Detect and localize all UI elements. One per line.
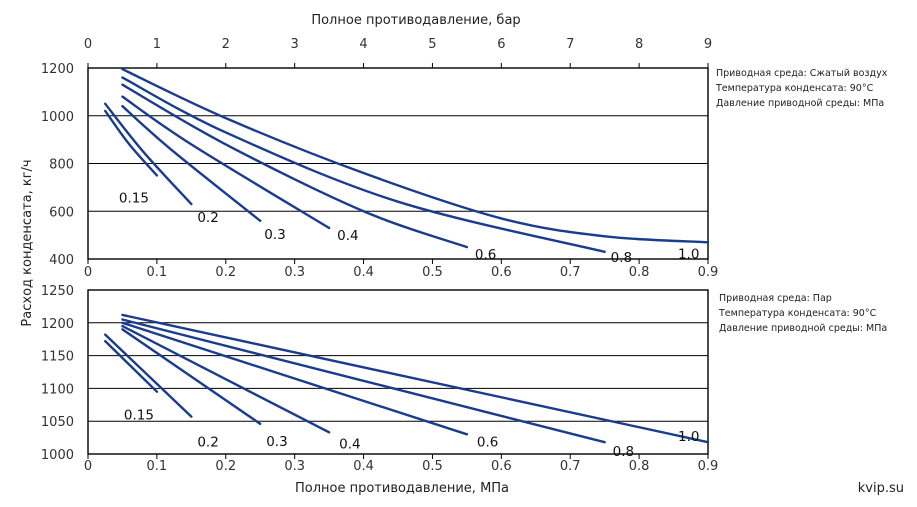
y-tick-label: 1200	[41, 317, 74, 332]
series-label-0.8: 0.8	[611, 250, 632, 266]
series-label-0.4: 0.4	[339, 436, 360, 452]
x-tick-label: 0.4	[353, 265, 374, 280]
series-label-0.6: 0.6	[477, 434, 498, 450]
panel-note: Давление приводной среды: МПа	[716, 98, 884, 109]
series-line-0.2	[104, 333, 193, 418]
series-line-0.3	[121, 328, 262, 426]
series-label-0.3: 0.3	[266, 434, 287, 450]
plot-frame	[87, 289, 709, 455]
series-label-0.2: 0.2	[197, 435, 218, 451]
y-axis-title: Расход конденсата, кг/ч	[20, 159, 35, 326]
top-axis-ticks: 0 1 2 3 4 5 6 7 8 9	[84, 37, 712, 68]
top-axis-tick-label: 5	[428, 37, 436, 52]
top-axis-tick-label: 0	[84, 37, 92, 52]
series-label-0.8: 0.8	[613, 444, 634, 460]
series-line-0.8	[121, 318, 606, 444]
top-axis-title: Полное противодавление, бар	[311, 13, 520, 28]
series-label-0.6: 0.6	[475, 247, 496, 263]
series-line-0.8	[121, 76, 606, 254]
top-axis-tick-label: 6	[497, 37, 505, 52]
panel-note: Приводная среда: Пар	[719, 293, 832, 304]
series-label-1.0: 1.0	[678, 429, 699, 445]
compressed-air-panel: 400 600 800 1000 1200 0 0.1 0.2 0.3 0.4 0.5 0.6 0.7 0…	[41, 62, 888, 280]
y-tick-label: 400	[49, 253, 74, 268]
series-line-0.15	[104, 109, 159, 177]
series-line-0.4	[121, 324, 331, 434]
x-tick-label: 0.3	[284, 459, 305, 474]
x-tick-label: 0.7	[560, 265, 581, 280]
steam-panel: 1000 1050 1100 1150 1200 1250 0 0.1 0.2 0.3 0.4 0.5…	[41, 284, 887, 474]
y-tick-label: 1000	[41, 448, 74, 463]
panel-note: Приводная среда: Сжатый воздух	[716, 68, 888, 79]
series-line-1.0	[121, 67, 710, 244]
y-tick-label: 1100	[41, 382, 74, 397]
series-label-0.4: 0.4	[337, 228, 358, 244]
x-tick-label: 0.6	[491, 265, 512, 280]
series-label-0.3: 0.3	[264, 227, 285, 243]
series-label-1.0: 1.0	[678, 246, 699, 262]
top-axis-tick-label: 7	[566, 37, 574, 52]
x-tick-label: 0.5	[422, 459, 443, 474]
x-tick-label: 0	[84, 265, 92, 280]
panel-note: Температура конденсата: 90°C	[715, 83, 874, 94]
x-tick-label: 0	[84, 459, 92, 474]
series-label-0.2: 0.2	[197, 210, 218, 226]
x-tick-label: 0.1	[147, 459, 168, 474]
x-tick-label: 0.6	[491, 459, 512, 474]
y-tick-label: 1150	[41, 350, 74, 365]
series-label-0.15: 0.15	[124, 408, 154, 424]
y-tick-label: 800	[49, 158, 74, 173]
series-line-0.2	[104, 102, 193, 206]
x-tick-label: 0.2	[215, 265, 236, 280]
series-line-0.6	[121, 321, 469, 436]
y-tick-label: 1050	[41, 415, 74, 430]
x-tick-label: 0.4	[353, 459, 374, 474]
x-axis-title: Полное противодавление, МПа	[295, 481, 509, 496]
top-axis-tick-label: 1	[153, 37, 161, 52]
top-axis-tick-label: 4	[359, 37, 367, 52]
panel-note: Давление приводной среды: МПа	[719, 323, 887, 334]
x-tick-label: 0.9	[698, 459, 719, 474]
top-axis-tick-label: 9	[704, 37, 712, 52]
top-axis-tick-label: 8	[635, 37, 643, 52]
top-axis-tick-label: 3	[291, 37, 299, 52]
series-line-0.15	[104, 339, 159, 393]
x-tick-label: 0.8	[629, 265, 650, 280]
x-tick-label: 0.5	[422, 265, 443, 280]
x-tick-label: 0.3	[284, 265, 305, 280]
x-tick-label: 0.1	[147, 265, 168, 280]
series-line-0.3	[121, 105, 262, 222]
watermark-text: kvip.su	[858, 481, 904, 496]
plot-frame	[87, 67, 709, 260]
series-line-1.0	[121, 313, 710, 444]
top-axis-tick-label: 2	[222, 37, 230, 52]
y-tick-label: 1250	[41, 284, 74, 299]
series-line-0.4	[121, 95, 331, 230]
y-tick-label: 1200	[41, 62, 74, 77]
y-tick-label: 600	[49, 205, 74, 220]
y-tick-label: 1000	[41, 110, 74, 125]
panel-note: Температура конденсата: 90°C	[718, 308, 877, 319]
x-tick-label: 0.8	[629, 459, 650, 474]
series-line-0.6	[121, 83, 469, 249]
x-tick-label: 0.7	[560, 459, 581, 474]
x-tick-label: 0.9	[698, 265, 719, 280]
x-tick-label: 0.2	[215, 459, 236, 474]
series-label-0.15: 0.15	[119, 190, 149, 206]
